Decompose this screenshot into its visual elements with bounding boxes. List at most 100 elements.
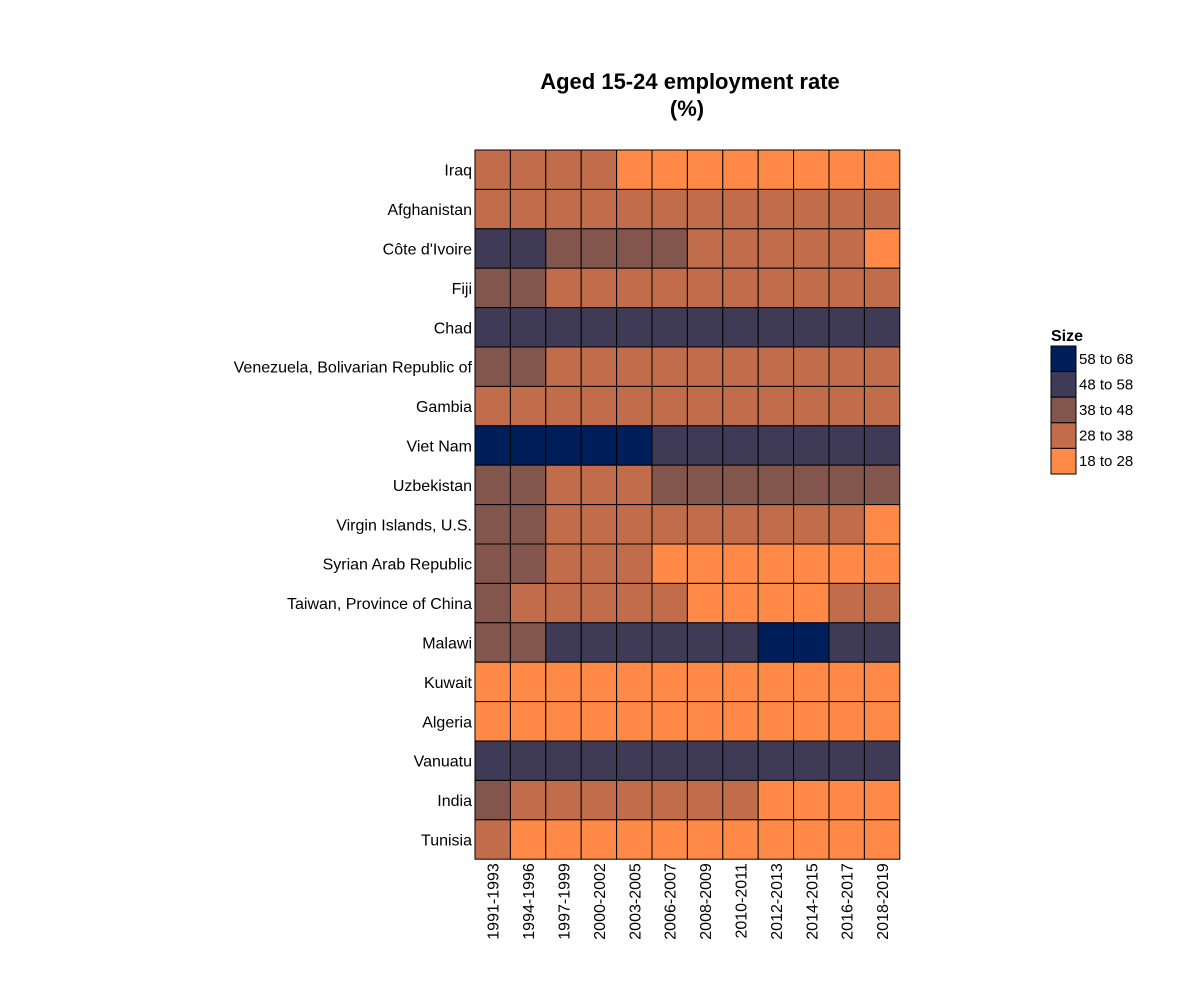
heatmap-cell [580, 819, 618, 860]
heatmap-cell [793, 346, 830, 387]
heatmap-cell [722, 740, 759, 781]
heatmap-cell [474, 149, 511, 190]
heatmap-cell [616, 740, 653, 781]
heatmap-cell [651, 740, 688, 781]
heatmap-cell [545, 267, 582, 309]
heatmap-cell [545, 819, 582, 860]
y-tick-label: Vanuatu [414, 754, 472, 771]
heatmap-cell [757, 504, 795, 545]
heatmap-cell [474, 661, 511, 703]
heatmap-cell [828, 385, 865, 427]
heatmap-cell [793, 543, 830, 584]
heatmap-cell [722, 425, 759, 466]
heatmap-cell [757, 582, 795, 624]
heatmap-cell [863, 385, 901, 427]
heatmap-cell [616, 622, 653, 663]
heatmap-cell [474, 582, 511, 624]
heatmap-cell [686, 582, 724, 624]
x-tick-label: 2016-2017 [840, 863, 857, 940]
heatmap-cell [686, 228, 724, 269]
heatmap-cell [651, 228, 688, 269]
heatmap-cell [793, 582, 830, 624]
y-tick-label: Uzbekistan [393, 478, 472, 495]
heatmap-cell [686, 385, 724, 427]
heatmap-cell [828, 267, 865, 309]
y-axis-labels: Iraq Afghanistan Côte d'Ivoire Fiji Chad Vene… [234, 163, 473, 850]
heatmap-cell [722, 582, 759, 624]
heatmap-cell [828, 425, 865, 466]
heatmap-cell [651, 582, 688, 624]
heatmap-cell [509, 464, 547, 506]
heatmap-cell [863, 543, 901, 584]
heatmap-cell [509, 622, 547, 663]
heatmap-cell [757, 622, 795, 663]
x-tick-label: 2012-2013 [769, 863, 786, 940]
heatmap-cell [474, 740, 511, 781]
y-tick-label: India [437, 793, 472, 810]
heatmap-cell [757, 740, 795, 781]
heatmap-cell [651, 188, 688, 230]
heatmap-cell [474, 267, 511, 309]
legend-label: 38 to 48 [1079, 402, 1133, 419]
heatmap-cell [509, 504, 547, 545]
heatmap-cell [863, 622, 901, 663]
heatmap-cell [722, 307, 759, 348]
heatmap-cell [651, 346, 688, 387]
heatmap-cell [793, 464, 830, 506]
legend-title: Size [1051, 328, 1083, 345]
heatmap-cell [863, 267, 901, 309]
heatmap-cell [686, 622, 724, 663]
heatmap-cell [793, 701, 830, 742]
heatmap-cell [509, 188, 547, 230]
heatmap-cell [580, 582, 618, 624]
y-tick-label: Iraq [444, 163, 472, 180]
heatmap-cell [722, 385, 759, 427]
heatmap-cell [509, 228, 547, 269]
heatmap-cell [651, 622, 688, 663]
heatmap-cell [757, 385, 795, 427]
heatmap-cell [757, 307, 795, 348]
heatmap-cell [474, 543, 511, 584]
heatmap-cell [828, 543, 865, 584]
heatmap-cell [863, 228, 901, 269]
heatmap-cell [616, 779, 653, 821]
heatmap-cell [580, 188, 618, 230]
heatmap-cell [686, 779, 724, 821]
heatmap-cell [863, 504, 901, 545]
heatmap-cell [757, 779, 795, 821]
heatmap-cell [509, 385, 547, 427]
heatmap-cell [616, 267, 653, 309]
heatmap-cell [474, 228, 511, 269]
heatmap-cell [863, 582, 901, 624]
heatmap-cell [509, 582, 547, 624]
y-tick-label: Taiwan, Province of China [287, 596, 472, 613]
y-tick-label: Venezuela, Bolivarian Republic of [234, 360, 473, 377]
x-tick-label: 2010-2011 [734, 863, 751, 938]
heatmap-cell [580, 779, 618, 821]
heatmap-cell [828, 701, 865, 742]
heatmap-cell [580, 385, 618, 427]
heatmap-cell [757, 819, 795, 860]
heatmap-cell [686, 267, 724, 309]
heatmap-cell [651, 779, 688, 821]
heatmap-cell [828, 149, 865, 190]
heatmap-cell [545, 779, 582, 821]
heatmap-cell [793, 385, 830, 427]
chart-title-line-2: (%) [670, 96, 704, 121]
heatmap-cell [509, 819, 547, 860]
legend-swatch [1050, 422, 1077, 449]
x-tick-label: 2008-2009 [698, 863, 715, 940]
heatmap-cell [545, 582, 582, 624]
heatmap-cell [863, 425, 901, 466]
heatmap-cell [757, 661, 795, 703]
y-tick-label: Gambia [416, 399, 472, 416]
heatmap-cell [722, 346, 759, 387]
heatmap-cell [793, 740, 830, 781]
heatmap-cell [509, 346, 547, 387]
heatmap-cell [686, 188, 724, 230]
heatmap-cell [616, 661, 653, 703]
heatmap-cell [651, 464, 688, 506]
heatmap-cell [616, 307, 653, 348]
heatmap-cell [509, 425, 547, 466]
